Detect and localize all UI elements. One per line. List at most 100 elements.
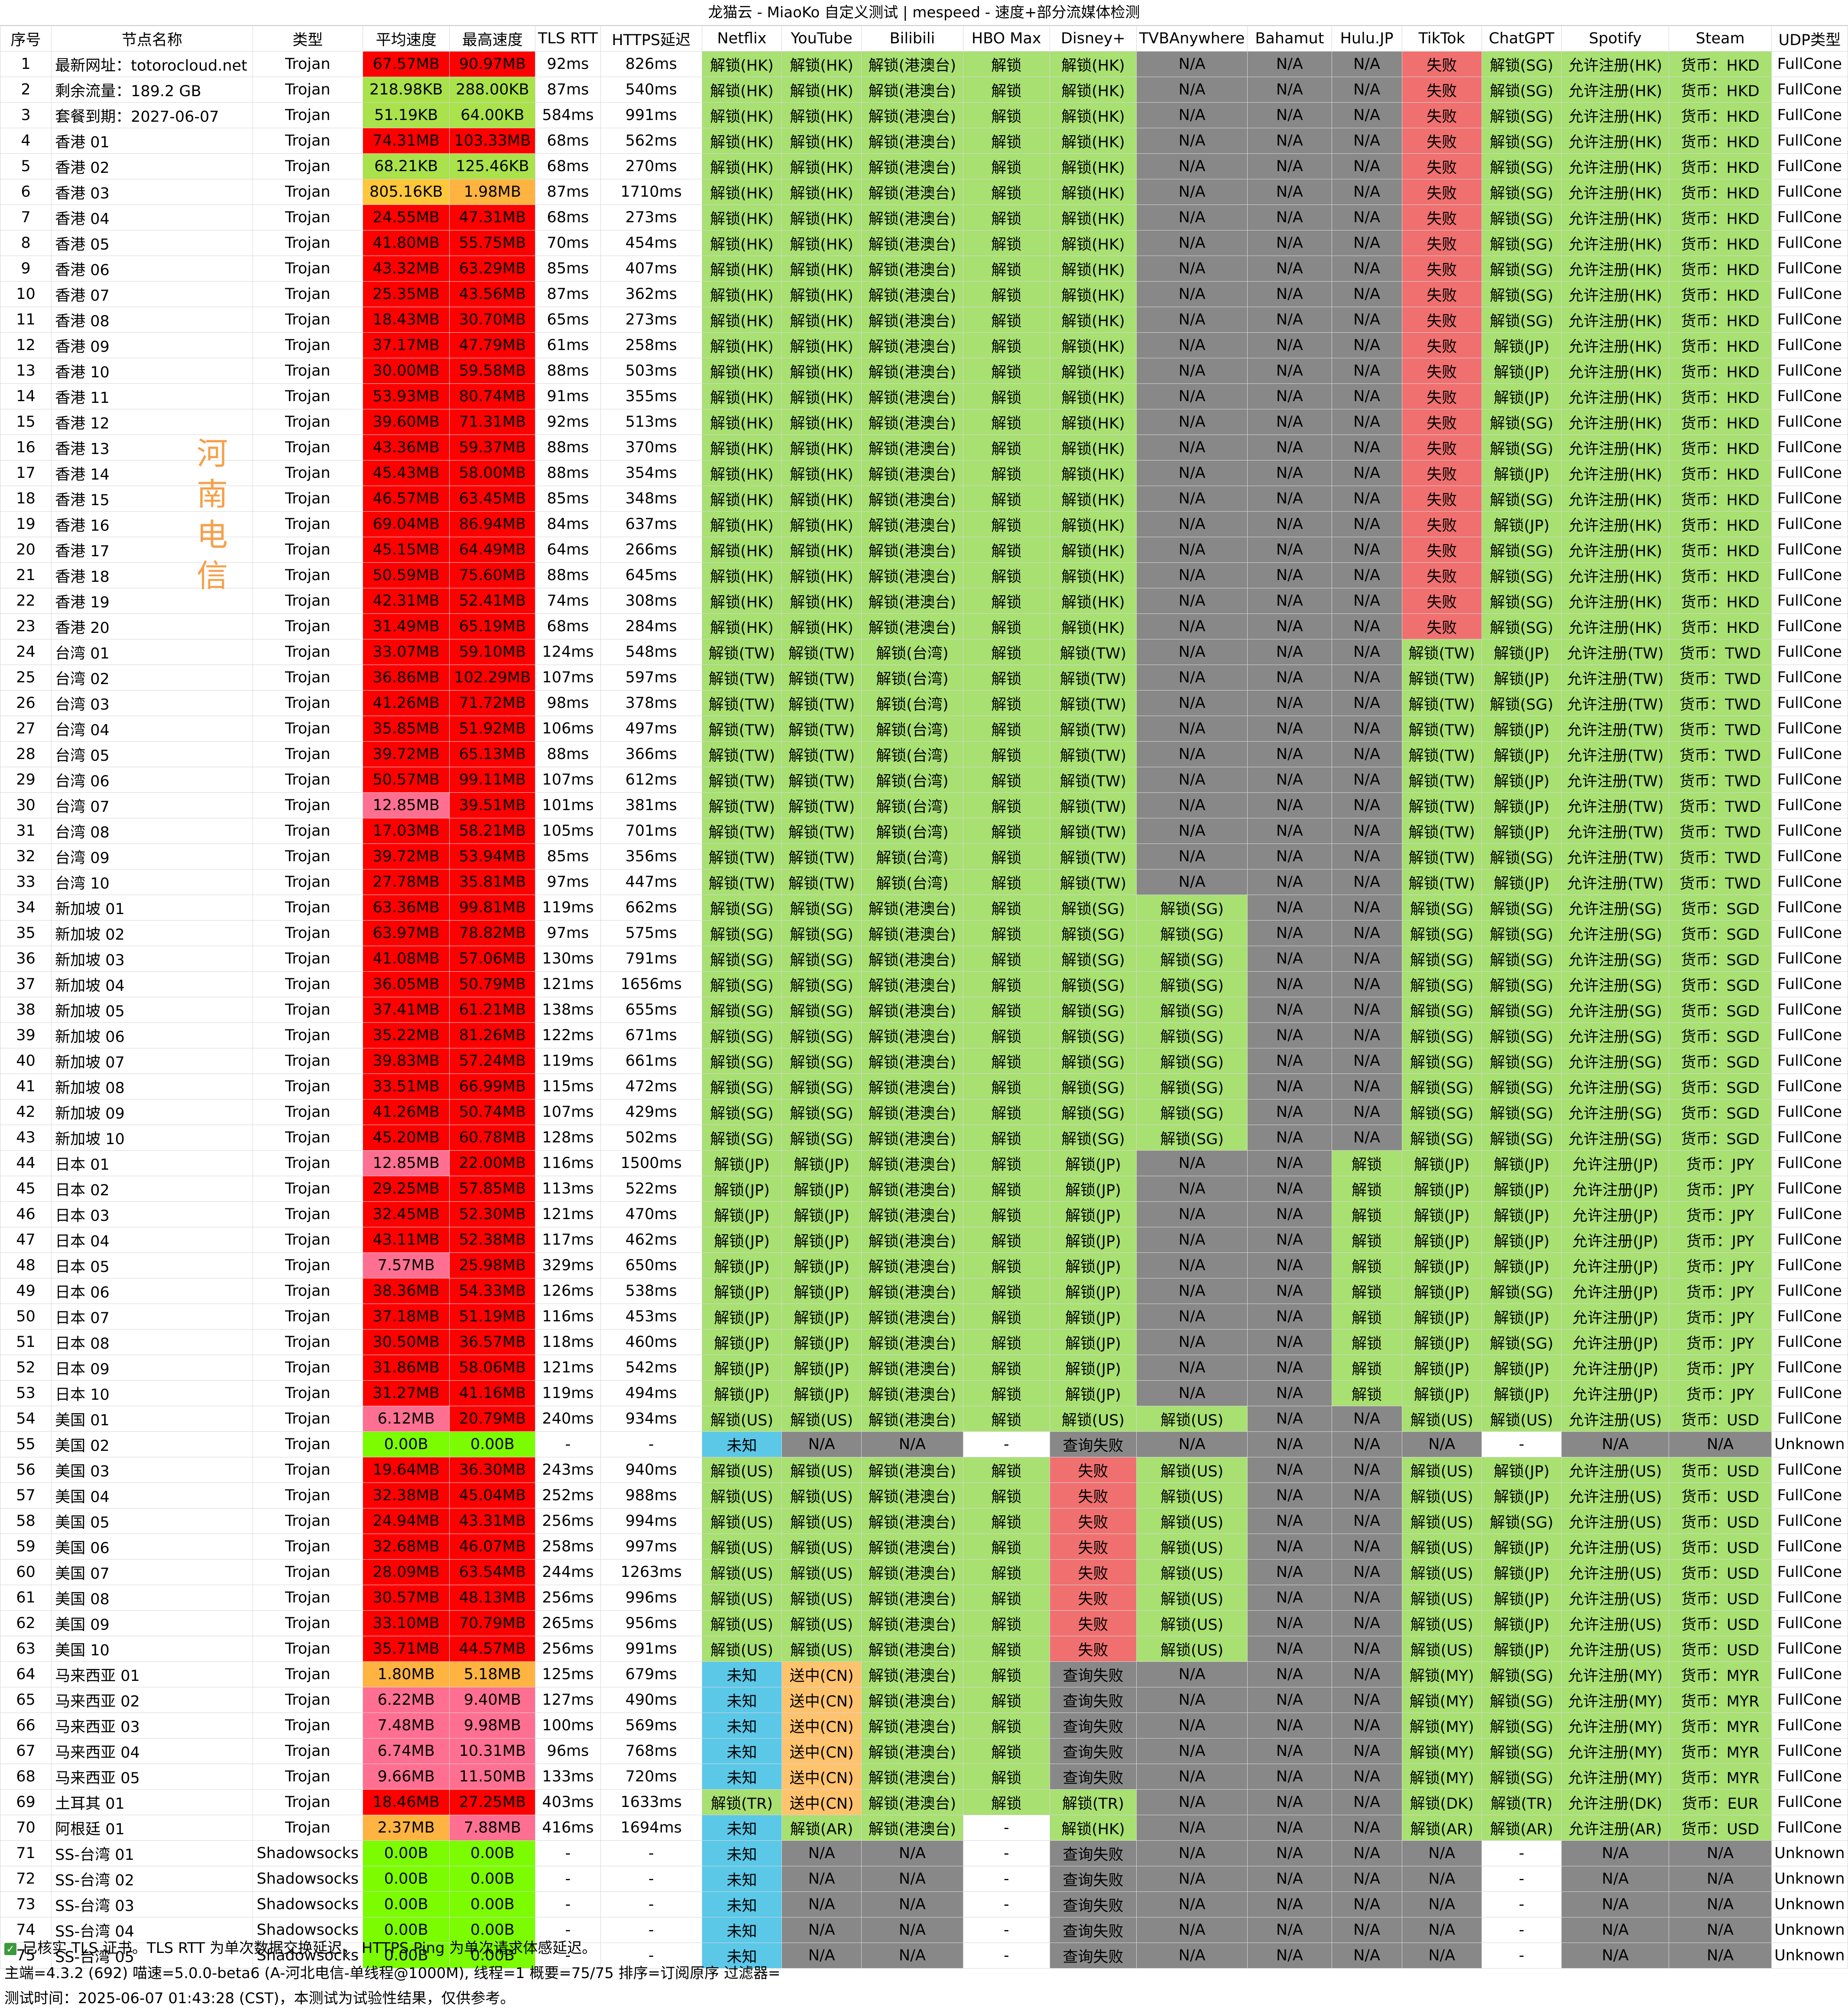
table-row[interactable]: 73 SS-台湾 03 Shadowsocks 0.00B 0.00B - - 未知 N/A N/… xyxy=(0,1891,1848,1917)
table-row[interactable]: 56 美国 03 Trojan 19.64MB 36.30MB 243ms 940ms 解锁(… xyxy=(0,1457,1848,1483)
table-row[interactable]: 65 马来西亚 02 Trojan 6.22MB 9.40MB 127ms 490ms 未知送… xyxy=(0,1687,1848,1713)
table-row[interactable]: 59 美国 06 Trojan 32.68MB 46.07MB 258ms 997ms 解锁(… xyxy=(0,1534,1848,1560)
table-row[interactable]: 23 香港 20 Trojan 31.49MB 65.19MB 68ms 284ms 解锁(H… xyxy=(0,613,1848,639)
table-row[interactable]: 57 美国 04 Trojan 32.38MB 45.04MB 252ms 988ms 解锁(… xyxy=(0,1482,1848,1508)
table-row[interactable]: 44 日本 01 Trojan 12.85MB 22.00MB 116ms 1500ms 解锁… xyxy=(0,1150,1848,1176)
table-row[interactable]: 46 日本 03 Trojan 32.45MB 52.30MB 121ms 470ms 解锁(… xyxy=(0,1201,1848,1227)
table-row[interactable]: 62 美国 09 Trojan 33.10MB 70.79MB 265ms 956ms 解锁(… xyxy=(0,1610,1848,1636)
table-row[interactable]: 67 马来西亚 04 Trojan 6.74MB 10.31MB 96ms 768ms 未知送… xyxy=(0,1738,1848,1764)
table-row[interactable]: 15 香港 12 Trojan 39.60MB 71.31MB 92ms 513ms 解锁(H… xyxy=(0,409,1848,435)
cell-tiktok: 解锁(MY) xyxy=(1401,1661,1482,1687)
table-row[interactable]: 14 香港 11 Trojan 53.93MB 80.74MB 91ms 355ms 解锁(H… xyxy=(0,383,1848,409)
table-row[interactable]: 72 SS-台湾 02 Shadowsocks 0.00B 0.00B - - 未知 N/A N/… xyxy=(0,1866,1848,1892)
table-row[interactable]: 64 马来西亚 01 Trojan 1.80MB 5.18MB 125ms 679ms 未知送… xyxy=(0,1661,1848,1687)
cell-max-speed: 54.33MB xyxy=(449,1278,536,1304)
table-row[interactable]: 6 香港 03 Trojan 805.16KB 1.98MB 87ms 1710ms 解锁(H… xyxy=(0,179,1848,205)
cell-spotify: 允许注册(HK) xyxy=(1561,409,1670,435)
table-row[interactable]: 50 日本 07 Trojan 37.18MB 51.19MB 116ms 453ms 解锁(… xyxy=(0,1304,1848,1330)
cell-spotify: 允许注册(US) xyxy=(1561,1508,1670,1534)
table-row[interactable]: 60 美国 07 Trojan 28.09MB 63.54MB 244ms 1263ms 解锁… xyxy=(0,1559,1848,1585)
table-row[interactable]: 42 新加坡 09 Trojan 41.26MB 50.74MB 107ms 429ms 解锁… xyxy=(0,1099,1848,1125)
cell-udp-type: FullCone xyxy=(1771,358,1848,384)
table-row[interactable]: 63 美国 10 Trojan 35.71MB 44.57MB 256ms 991ms 解锁(… xyxy=(0,1636,1848,1662)
table-row[interactable]: 31 台湾 08 Trojan 17.03MB 58.21MB 105ms 701ms 解锁(… xyxy=(0,818,1848,844)
cell-bahamut: N/A xyxy=(1247,1917,1332,1943)
table-row[interactable]: 54 美国 01 Trojan 6.12MB 20.79MB 240ms 934ms 解锁(U… xyxy=(0,1406,1848,1432)
table-row[interactable]: 34 新加坡 01 Trojan 63.36MB 99.81MB 119ms 662ms 解锁… xyxy=(0,895,1848,921)
table-row[interactable]: 24 台湾 01 Trojan 33.07MB 59.10MB 124ms 548ms 解锁(… xyxy=(0,639,1848,665)
table-row[interactable]: 45 日本 02 Trojan 29.25MB 57.85MB 113ms 522ms 解锁(… xyxy=(0,1176,1848,1202)
table-row[interactable]: 69 土耳其 01 Trojan 18.46MB 27.25MB 403ms 1633ms 解… xyxy=(0,1789,1848,1815)
table-row[interactable]: 48 日本 05 Trojan 7.57MB 25.98MB 329ms 650ms 解锁(J… xyxy=(0,1252,1848,1278)
table-row[interactable]: 75 SS-台湾 05 Shadowsocks 0.00B 0.00B - - 未知 N/A N/… xyxy=(0,1943,1848,1969)
cell-node-name: SS-台湾 01 xyxy=(51,1840,253,1866)
table-row[interactable]: 10 香港 07 Trojan 25.35MB 43.56MB 87ms 362ms 解锁(H… xyxy=(0,281,1848,307)
table-row[interactable]: 7 香港 04 Trojan 24.55MB 47.31MB 68ms 273ms 解锁(HK… xyxy=(0,204,1848,230)
table-row[interactable]: 33 台湾 10 Trojan 27.78MB 35.81MB 97ms 447ms 解锁(T… xyxy=(0,869,1848,895)
table-row[interactable]: 52 日本 09 Trojan 31.86MB 58.06MB 121ms 542ms 解锁(… xyxy=(0,1355,1848,1381)
cell-youtube: 解锁(SG) xyxy=(781,1125,862,1151)
table-row[interactable]: 25 台湾 02 Trojan 36.86MB 102.29MB 107ms 597ms 解锁… xyxy=(0,665,1848,691)
cell-udp-type: FullCone xyxy=(1771,1406,1848,1432)
table-row[interactable]: 4 香港 01 Trojan 74.31MB 103.33MB 68ms 562ms 解锁(H… xyxy=(0,128,1848,154)
cell-bahamut: N/A xyxy=(1247,1227,1332,1253)
table-row[interactable]: 39 新加坡 06 Trojan 35.22MB 81.26MB 122ms 671ms 解锁… xyxy=(0,1022,1848,1048)
table-row[interactable]: 11 香港 08 Trojan 18.43MB 30.70MB 65ms 273ms 解锁(H… xyxy=(0,307,1848,333)
table-row[interactable]: 17 香港 14 Trojan 45.43MB 58.00MB 88ms 354ms 解锁(H… xyxy=(0,460,1848,486)
table-row[interactable]: 2 剩余流量：189.2 GB Trojan 218.98KB 288.00KB 87ms… xyxy=(0,77,1848,103)
table-row[interactable]: 30 台湾 07 Trojan 12.85MB 39.51MB 101ms 381ms 解锁(… xyxy=(0,792,1848,818)
table-row[interactable]: 19 香港 16 Trojan 69.04MB 86.94MB 84ms 637ms 解锁(H… xyxy=(0,511,1848,537)
cell-netflix: 解锁(SG) xyxy=(701,1099,782,1125)
table-row[interactable]: 18 香港 15 Trojan 46.57MB 63.45MB 85ms 348ms 解锁(H… xyxy=(0,486,1848,512)
table-row[interactable]: 5 香港 02 Trojan 68.21KB 125.46KB 68ms 270ms 解锁(H… xyxy=(0,153,1848,179)
table-row[interactable]: 26 台湾 03 Trojan 41.26MB 71.72MB 98ms 378ms 解锁(T… xyxy=(0,690,1848,716)
table-row[interactable]: 49 日本 06 Trojan 38.36MB 54.33MB 126ms 538ms 解锁(… xyxy=(0,1278,1848,1304)
table-row[interactable]: 9 香港 06 Trojan 43.32MB 63.29MB 85ms 407ms 解锁(HK… xyxy=(0,256,1848,282)
table-row[interactable]: 8 香港 05 Trojan 41.80MB 55.75MB 70ms 454ms 解锁(HK… xyxy=(0,230,1848,256)
table-row[interactable]: 55 美国 02 Trojan 0.00B 0.00B - - 未知 N/A N/A - 查询失败 N/… xyxy=(0,1431,1848,1457)
cell-hulu-jp: N/A xyxy=(1331,77,1402,103)
table-row[interactable]: 71 SS-台湾 01 Shadowsocks 0.00B 0.00B - - 未知 N/A N/… xyxy=(0,1840,1848,1866)
table-row[interactable]: 58 美国 05 Trojan 24.94MB 43.31MB 256ms 994ms 解锁(… xyxy=(0,1508,1848,1534)
cell-tls-rtt: 329ms xyxy=(535,1252,601,1278)
table-row[interactable]: 35 新加坡 02 Trojan 63.97MB 78.82MB 97ms 575ms 解锁(… xyxy=(0,920,1848,946)
table-row[interactable]: 3 套餐到期：2027-06-07 Trojan 51.19KB 64.00KB 584m… xyxy=(0,102,1848,128)
cell-type: Trojan xyxy=(252,1304,363,1330)
table-row[interactable]: 66 马来西亚 03 Trojan 7.48MB 9.98MB 100ms 569ms 未知送… xyxy=(0,1713,1848,1739)
table-row[interactable]: 43 新加坡 10 Trojan 45.20MB 60.78MB 128ms 502ms 解锁… xyxy=(0,1125,1848,1151)
cell-type: Trojan xyxy=(252,690,363,716)
table-row[interactable]: 68 马来西亚 05 Trojan 9.66MB 11.50MB 133ms 720ms 未知… xyxy=(0,1764,1848,1790)
table-row[interactable]: 37 新加坡 04 Trojan 36.05MB 50.79MB 121ms 1656ms 解… xyxy=(0,971,1848,997)
table-row[interactable]: 38 新加坡 05 Trojan 37.41MB 61.21MB 138ms 655ms 解锁… xyxy=(0,997,1848,1023)
table-row[interactable]: 36 新加坡 03 Trojan 41.08MB 57.06MB 130ms 791ms 解锁… xyxy=(0,946,1848,972)
table-row[interactable]: 40 新加坡 07 Trojan 39.83MB 57.24MB 119ms 661ms 解锁… xyxy=(0,1048,1848,1074)
table-row[interactable]: 28 台湾 05 Trojan 39.72MB 65.13MB 88ms 366ms 解锁(T… xyxy=(0,741,1848,767)
table-row[interactable]: 74 SS-台湾 04 Shadowsocks 0.00B 0.00B - - 未知 N/A N/… xyxy=(0,1917,1848,1943)
cell-bilibili: 解锁(台湾) xyxy=(861,639,963,665)
table-row[interactable]: 61 美国 08 Trojan 30.57MB 48.13MB 256ms 996ms 解锁(… xyxy=(0,1585,1848,1611)
table-row[interactable]: 41 新加坡 08 Trojan 33.51MB 66.99MB 115ms 472ms 解锁… xyxy=(0,1074,1848,1100)
table-row[interactable]: 53 日本 10 Trojan 31.27MB 41.16MB 119ms 494ms 解锁(… xyxy=(0,1380,1848,1406)
cell-netflix: 解锁(US) xyxy=(701,1406,782,1432)
cell-tiktok: 解锁(MY) xyxy=(1401,1713,1482,1739)
cell-disney-plus: 查询失败 xyxy=(1049,1764,1137,1790)
table-row[interactable]: 51 日本 08 Trojan 30.50MB 36.57MB 118ms 460ms 解锁(… xyxy=(0,1329,1848,1355)
table-row[interactable]: 32 台湾 09 Trojan 39.72MB 53.94MB 85ms 356ms 解锁(T… xyxy=(0,843,1848,869)
cell-bilibili: 解锁(港澳台) xyxy=(861,1713,963,1739)
table-row[interactable]: 47 日本 04 Trojan 43.11MB 52.38MB 117ms 462ms 解锁(… xyxy=(0,1227,1848,1253)
cell-type: Trojan xyxy=(252,358,363,384)
cell-avg-speed: 7.57MB xyxy=(362,1252,450,1278)
table-row[interactable]: 13 香港 10 Trojan 30.00MB 59.58MB 88ms 503ms 解锁(H… xyxy=(0,358,1848,384)
cell-tiktok: 失败 xyxy=(1401,230,1482,256)
table-row[interactable]: 22 香港 19 Trojan 42.31MB 52.41MB 74ms 308ms 解锁(H… xyxy=(0,588,1848,614)
cell-chatgpt: 解锁(JP) xyxy=(1481,1304,1562,1330)
table-row[interactable]: 29 台湾 06 Trojan 50.57MB 99.11MB 107ms 612ms 解锁(… xyxy=(0,767,1848,793)
table-row[interactable]: 20 香港 17 Trojan 45.15MB 64.49MB 64ms 266ms 解锁(H… xyxy=(0,537,1848,563)
table-row[interactable]: 21 香港 18 Trojan 50.59MB 75.60MB 88ms 645ms 解锁(H… xyxy=(0,562,1848,588)
table-row[interactable]: 27 台湾 04 Trojan 35.85MB 51.92MB 106ms 497ms 解锁(… xyxy=(0,716,1848,742)
table-row[interactable]: 1 最新网址：totorocloud.net Trojan 67.57MB 90.97M… xyxy=(0,51,1848,77)
table-row[interactable]: 12 香港 09 Trojan 37.17MB 47.79MB 61ms 258ms 解锁(H… xyxy=(0,332,1848,358)
table-row[interactable]: 70 阿根廷 01 Trojan 2.37MB 7.88MB 416ms 1694ms 未知解… xyxy=(0,1815,1848,1841)
cell-avg-speed: 27.78MB xyxy=(362,869,450,895)
table-row[interactable]: 16 香港 13 Trojan 43.36MB 59.37MB 88ms 370ms 解锁(H… xyxy=(0,435,1848,461)
